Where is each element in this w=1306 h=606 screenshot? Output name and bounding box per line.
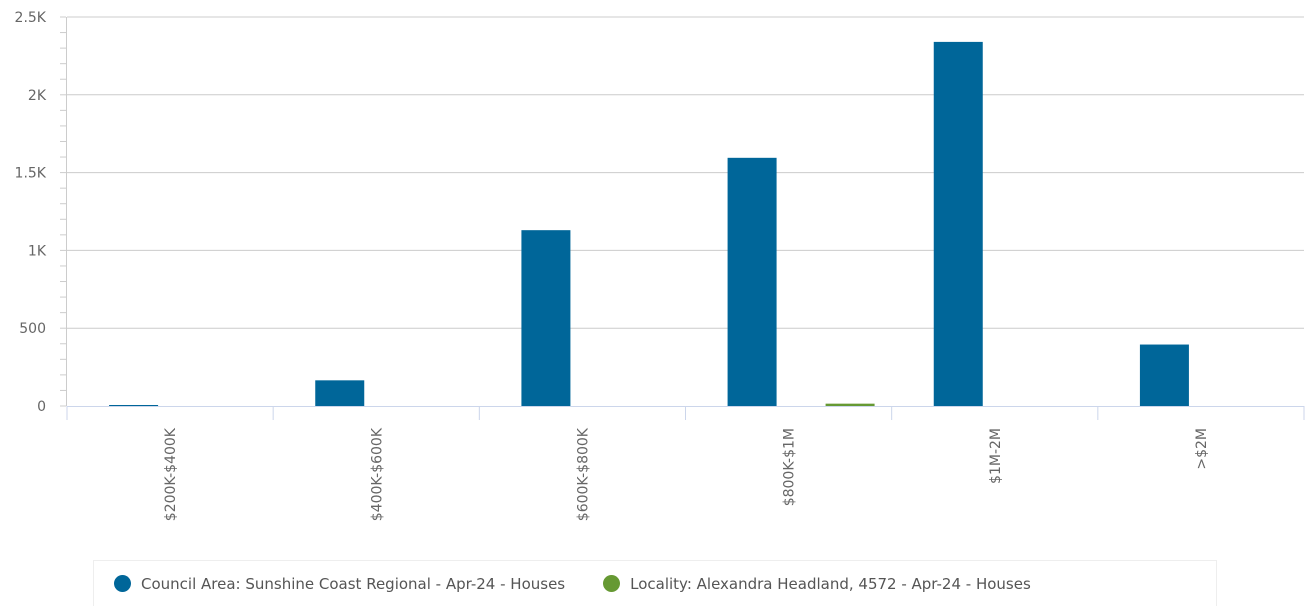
y-tick-label: 1.5K [15, 166, 47, 182]
legend-item-council[interactable]: Council Area: Sunshine Coast Regional - … [114, 575, 565, 593]
y-tick-label: 2K [28, 88, 47, 104]
y-tick-label: 2.5K [15, 10, 47, 26]
bar-council [1139, 344, 1189, 406]
legend-swatch-council [114, 575, 131, 592]
y-tick-label: 1K [28, 243, 47, 259]
bar-council [315, 380, 365, 406]
bar-council [933, 41, 983, 407]
bar-council [727, 157, 777, 406]
bar-council [521, 230, 571, 406]
bars-layer [109, 41, 1189, 407]
legend: Council Area: Sunshine Coast Regional - … [93, 560, 1217, 606]
legend-swatch-locality [603, 575, 621, 592]
legend-item-locality[interactable]: Locality: Alexandra Headland, 4572 - Apr… [603, 575, 1031, 593]
y-tick-label: 0 [37, 399, 46, 415]
bar-council [109, 405, 159, 406]
axis-layer [60, 16, 1305, 420]
x-tick-label: $200K-$400K [163, 427, 179, 521]
legend-label-locality: Locality: Alexandra Headland, 4572 - Apr… [630, 574, 1031, 593]
grid-layer [67, 16, 1304, 329]
y-tick-label: 500 [19, 321, 46, 337]
x-tick-label: $800K-$1M [782, 428, 798, 506]
x-tick-label: $400K-$600K [369, 427, 385, 521]
bar-locality [825, 403, 875, 406]
legend-label-council: Council Area: Sunshine Coast Regional - … [141, 574, 566, 593]
x-tick-label: $1M-2M [988, 428, 1004, 484]
x-tick-label: >$2M [1194, 428, 1210, 470]
x-tick-label: $600K-$800K [575, 427, 591, 521]
labels-layer: 0 500 1K 1.5K 2K 2.5K $200K-$400K $400K-$600K $6… [15, 10, 1210, 521]
